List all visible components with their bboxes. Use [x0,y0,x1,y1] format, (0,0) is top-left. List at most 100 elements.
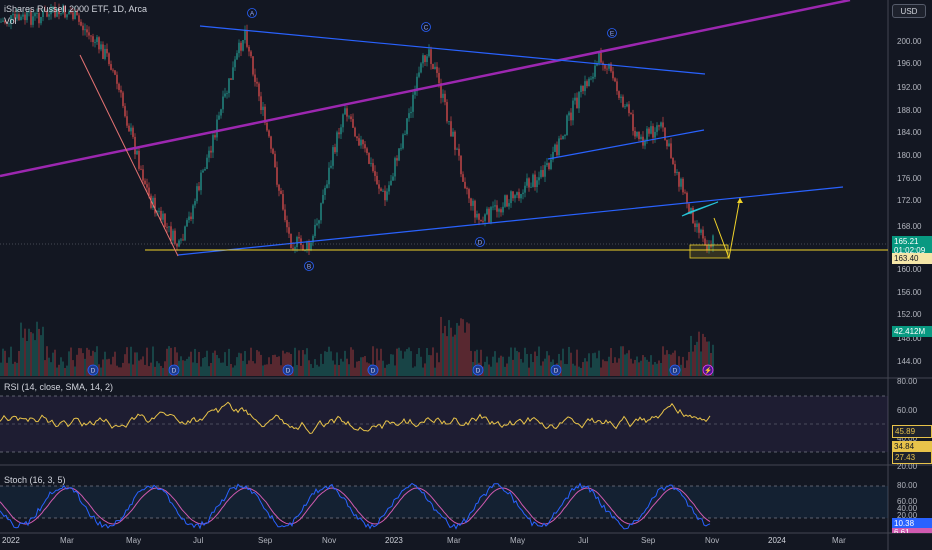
stoch-k-line [0,482,711,530]
volume-bar [612,363,614,376]
candle-body [126,116,128,126]
volume-bar [630,358,632,376]
candle-body [12,14,14,16]
dividend-marker[interactable]: D [550,364,562,376]
dividend-markers[interactable]: D D D D D D D ⚡ [87,364,714,376]
volume-bar [156,361,158,376]
upper-trendline[interactable] [199,25,706,75]
volume-bar [654,361,656,376]
volume-bar [322,363,324,376]
volume-bar [530,353,532,376]
volume-bar [402,358,404,376]
volume-bar [116,365,118,376]
stoch-d-line [0,487,711,525]
volume-bar [328,346,330,376]
volume-bar [234,365,236,376]
volume-bar [54,349,56,376]
candle-body [444,93,446,103]
volume-bar [384,367,386,376]
wave-label-a[interactable]: A [247,8,257,18]
candle-body [266,122,268,131]
currency-button[interactable]: USD [892,4,926,18]
volume-bar [148,366,150,376]
candle-body [376,175,378,185]
stoch-pane[interactable] [0,466,888,533]
volume-bar [480,349,482,376]
volume-bar [140,359,142,376]
svg-text:D: D [91,368,96,375]
projection-path[interactable] [713,197,741,260]
dividend-marker[interactable]: D [168,364,180,376]
triangle-drawing[interactable] [681,201,719,217]
volume-bar [84,358,86,376]
symbol-title[interactable]: iShares Russell 2000 ETF, 1D, Arca [4,4,148,14]
volume-bar [252,361,254,376]
dividend-marker[interactable]: D [87,364,99,376]
volume-bar [190,351,192,376]
channel-trendline[interactable] [547,129,705,160]
volume-bar [304,354,306,376]
candle-body [488,208,490,223]
candlesticks[interactable] [0,2,714,255]
candle-body [706,245,708,250]
candle-body [564,134,566,136]
candle-body [258,83,260,97]
magenta-trendline[interactable] [0,0,851,178]
lower-trendline[interactable] [177,186,844,256]
target-box[interactable] [689,244,729,259]
volume-bar [668,354,670,376]
volume-bar [418,348,420,376]
volume-bar [204,357,206,376]
volume-bar [60,357,62,376]
volume-bar [488,364,490,376]
candle-body [240,42,242,51]
time-label: Jul [193,536,204,545]
volume-bar [158,363,160,376]
split-marker[interactable]: ⚡ [702,364,714,376]
wave-label-b[interactable]: B [304,261,314,271]
wave-label-c[interactable]: C [421,22,431,32]
candle-body [512,191,514,199]
candle-body [686,192,688,204]
candle-body [60,13,62,15]
candle-body [678,171,680,187]
candle-body [364,144,366,149]
candle-body [546,163,548,166]
candle-body [254,74,256,82]
wave-label-d[interactable]: D [475,237,485,247]
dividend-marker[interactable]: D [282,364,294,376]
rsi-tick: 80.00 [897,377,918,386]
volume-bar [68,351,70,376]
volume-bar [474,351,476,376]
rsi-value-tag: 34.84 [892,441,932,452]
dividend-marker[interactable]: D [669,364,681,376]
volume-bar [306,348,308,376]
volume-bar [636,356,638,376]
volume-bar [422,367,424,376]
candle-body [448,121,450,122]
volume-bar [8,357,10,376]
wave-label-e[interactable]: E [607,28,617,38]
volume-bar [468,323,470,376]
volume-bar [128,363,130,376]
volume-bar [708,341,710,376]
dividend-marker[interactable]: D [472,364,484,376]
candle-body [426,56,428,62]
candle-body [246,30,248,47]
candle-body [668,143,670,147]
candle-body [470,198,472,206]
rsi-label[interactable]: RSI (14, close, SMA, 14, 2) [4,382,114,392]
volume-bar [206,350,208,376]
volume-bar [546,351,548,376]
volume-bar [704,337,706,376]
volume-bar [226,365,228,376]
candle-body [228,78,230,94]
price-pane[interactable] [0,0,888,377]
dividend-marker[interactable]: D [367,364,379,376]
candle-body [698,223,700,233]
volume-bar [228,348,230,376]
stoch-label[interactable]: Stoch (16, 3, 5) [4,475,66,485]
volume-label[interactable]: Vol [4,16,17,26]
down-trendline[interactable] [79,54,179,257]
